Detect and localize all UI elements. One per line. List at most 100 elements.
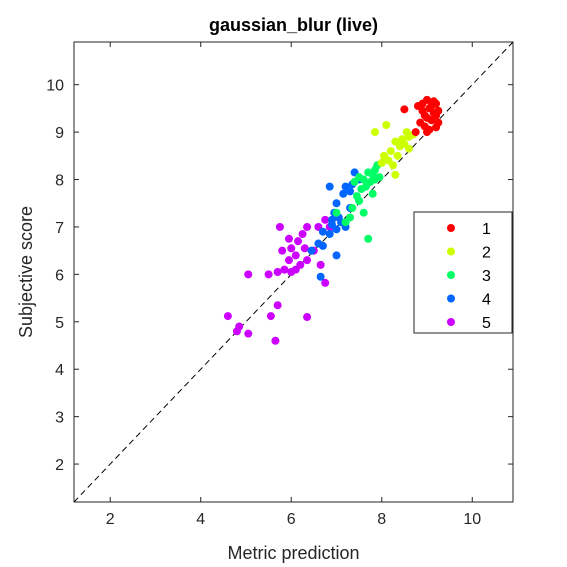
reference-line <box>73 41 514 503</box>
x-tick-label: 10 <box>463 511 481 528</box>
data-point <box>420 111 429 120</box>
legend-label: 4 <box>482 292 491 309</box>
series-5 <box>223 215 334 345</box>
data-point <box>341 218 350 227</box>
legend-label: 3 <box>482 268 491 285</box>
data-point <box>432 111 441 120</box>
legend-label: 2 <box>482 245 491 262</box>
data-point <box>364 168 373 177</box>
data-point <box>321 215 330 224</box>
data-point <box>244 329 253 338</box>
data-point <box>303 256 312 265</box>
y-tick-label: 3 <box>55 410 64 427</box>
legend: 1 2 3 4 5 <box>413 211 513 334</box>
x-tick-label: 4 <box>196 511 205 528</box>
data-point <box>395 142 404 151</box>
data-point <box>400 105 409 114</box>
data-points <box>223 95 443 345</box>
chart-title: gaussian_blur (live) <box>209 15 378 35</box>
data-point <box>393 151 402 160</box>
data-point <box>287 244 296 253</box>
data-point <box>307 246 316 255</box>
data-point <box>280 265 289 274</box>
data-point <box>325 182 334 191</box>
data-point <box>318 227 327 236</box>
series-3 <box>332 161 384 243</box>
data-point <box>370 175 379 184</box>
data-point <box>332 199 341 208</box>
data-point <box>352 192 361 201</box>
legend-box <box>413 211 513 334</box>
data-point <box>232 327 241 336</box>
data-point <box>316 272 325 281</box>
data-point <box>339 189 348 198</box>
data-point <box>273 301 282 310</box>
data-point <box>284 234 293 243</box>
data-point <box>364 234 373 243</box>
data-point <box>391 170 400 179</box>
data-point <box>389 161 398 170</box>
data-point <box>266 312 275 321</box>
data-point <box>284 256 293 265</box>
data-point <box>434 118 443 127</box>
data-point <box>348 203 357 212</box>
data-point <box>303 313 312 322</box>
y-tick-label: 10 <box>46 78 64 95</box>
legend-marker <box>447 224 455 232</box>
data-point <box>332 208 341 217</box>
data-point <box>316 260 325 269</box>
data-point <box>303 222 312 231</box>
x-tick-label: 6 <box>287 511 296 528</box>
data-point <box>291 251 300 260</box>
data-point <box>370 128 379 137</box>
x-tick-label: 2 <box>106 511 115 528</box>
data-point <box>411 128 420 137</box>
x-axis-label: Metric prediction <box>227 543 359 563</box>
series-1 <box>400 95 443 137</box>
data-point <box>244 270 253 279</box>
y-tick-label: 5 <box>55 315 64 332</box>
legend-label: 5 <box>482 315 491 332</box>
data-point <box>271 336 280 345</box>
y-tick-label: 8 <box>55 173 64 190</box>
data-point <box>321 278 330 287</box>
legend-marker <box>447 294 455 303</box>
data-point <box>359 208 368 217</box>
data-point <box>423 128 432 137</box>
data-point <box>318 241 327 250</box>
data-point <box>404 144 413 153</box>
legend-label: 1 <box>482 221 491 238</box>
data-point <box>327 215 336 224</box>
data-point <box>368 189 377 198</box>
axis-ticks: 2 4 6 8 10 2 3 4 5 6 7 8 9 10 <box>46 42 513 528</box>
data-point <box>264 270 273 279</box>
legend-marker <box>447 247 455 256</box>
data-point <box>294 237 303 246</box>
legend-marker <box>447 271 455 279</box>
data-point <box>377 158 386 167</box>
data-point <box>332 225 341 234</box>
data-point <box>429 97 438 106</box>
data-point <box>350 177 359 186</box>
legend-marker <box>447 318 455 326</box>
data-point <box>275 222 284 231</box>
data-point <box>298 230 307 239</box>
data-point <box>325 230 334 239</box>
x-tick-label: 8 <box>377 511 386 528</box>
data-point <box>300 244 309 253</box>
y-tick-label: 9 <box>55 125 64 142</box>
data-point <box>357 185 366 194</box>
data-point <box>386 147 395 156</box>
y-tick-label: 4 <box>55 362 64 379</box>
y-tick-label: 6 <box>55 267 64 284</box>
data-point <box>223 312 232 321</box>
data-point <box>382 120 391 129</box>
data-point <box>346 187 355 196</box>
y-tick-label: 7 <box>55 220 64 237</box>
data-point <box>291 265 300 274</box>
data-point <box>273 268 282 276</box>
y-axis-label: Subjective score <box>16 206 36 338</box>
data-point <box>278 246 287 255</box>
data-point <box>332 251 341 260</box>
